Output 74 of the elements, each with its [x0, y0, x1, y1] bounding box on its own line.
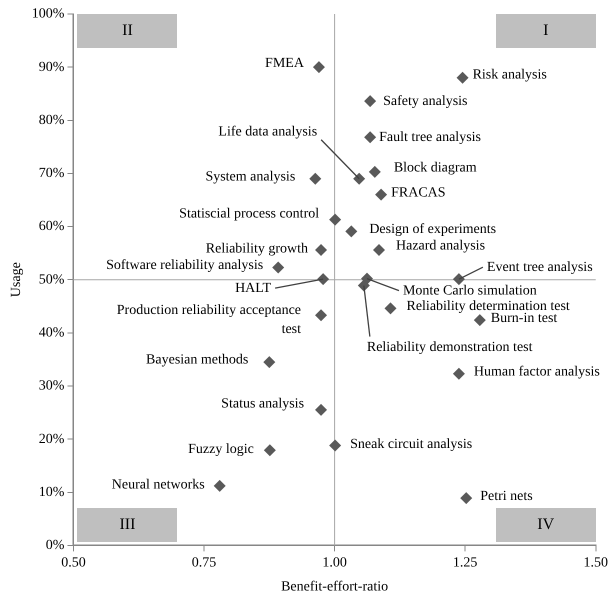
point: [358, 280, 370, 292]
annotation: Software reliability analysis: [106, 258, 264, 274]
point: [309, 172, 322, 185]
annotation: Monte Carlo simulation: [402, 283, 537, 298]
annotation: Sneak circuit analysis: [350, 437, 472, 452]
point: [364, 95, 376, 108]
y-tick-label: 60%: [38, 219, 65, 234]
point: [214, 480, 226, 492]
annotation: Production reliability acceptance test: [116, 302, 302, 337]
annotation: FRACAS: [391, 185, 446, 200]
point: [375, 188, 388, 201]
annotation: Fault tree analysis: [379, 130, 481, 145]
y-tick-label: 90%: [38, 60, 65, 75]
point: [315, 244, 328, 256]
x-tick-label: 0.50: [61, 555, 86, 570]
annotation: Human factor analysis: [474, 364, 600, 380]
x-tick-label: 0.75: [192, 555, 216, 570]
quadrant-label: I: [496, 14, 596, 48]
point: [263, 356, 276, 368]
point: [460, 492, 472, 504]
annotation: Design of experiments: [369, 222, 496, 238]
point: [329, 214, 342, 226]
annotation: Life data analysis: [218, 124, 318, 140]
y-tick-label: 0%: [46, 538, 65, 554]
point: [317, 273, 330, 286]
point: [264, 444, 276, 456]
point: [452, 368, 465, 380]
quadrant-label: III: [77, 508, 178, 542]
x-tick-label: 1.50: [584, 555, 608, 570]
point: [329, 439, 342, 452]
annotation: Neural networks: [112, 478, 205, 493]
point: [345, 225, 358, 238]
point: [364, 131, 376, 144]
annotation: Event tree analysis: [486, 260, 593, 275]
annotation: FMEA: [265, 56, 305, 71]
point: [384, 302, 396, 314]
y-tick-label: 40%: [38, 326, 65, 341]
annotation: Fuzzy logic: [188, 442, 254, 457]
annotation: Hazard analysis: [396, 238, 486, 254]
x-tick-label: 1.00: [322, 555, 347, 570]
annotation: Status analysis: [221, 396, 304, 412]
point: [456, 72, 469, 84]
point: [315, 309, 328, 322]
point: [368, 166, 381, 178]
point: [474, 314, 486, 326]
annotation: Statiscial process control: [179, 206, 320, 222]
annotation: Bayesian methods: [146, 352, 248, 368]
point: [373, 244, 385, 256]
point: [272, 261, 284, 274]
y-tick-label: 20%: [38, 432, 65, 447]
annotation: Reliability growth: [206, 242, 308, 257]
point: [312, 61, 325, 74]
y-tick-label: 30%: [38, 378, 65, 394]
point: [315, 404, 328, 416]
y-tick-label: 80%: [38, 112, 65, 128]
point: [452, 273, 465, 286]
x-tick-label: 1.25: [452, 555, 478, 570]
annotation: Burn-in test: [490, 310, 558, 326]
y-axis-title: Usage: [9, 262, 24, 298]
y-tick-label: 70%: [38, 166, 65, 182]
y-tick-label: 10%: [38, 484, 65, 500]
annotation: Petri nets: [480, 488, 533, 504]
point: [353, 172, 366, 185]
annotation: System analysis: [205, 169, 296, 184]
annotation: HALT: [235, 280, 272, 296]
quadrant-label: II: [77, 14, 178, 48]
annotation: Block diagram: [394, 160, 477, 176]
x-axis-title: Benefit-effort-ratio: [281, 579, 388, 594]
y-tick-label: 100%: [32, 6, 65, 22]
y-tick-label: 50%: [38, 272, 65, 288]
quadrant-label: IV: [496, 508, 596, 542]
annotation: Reliability demonstration test: [366, 340, 533, 356]
annotation: Risk analysis: [472, 67, 547, 82]
annotation: Safety analysis: [383, 94, 468, 109]
